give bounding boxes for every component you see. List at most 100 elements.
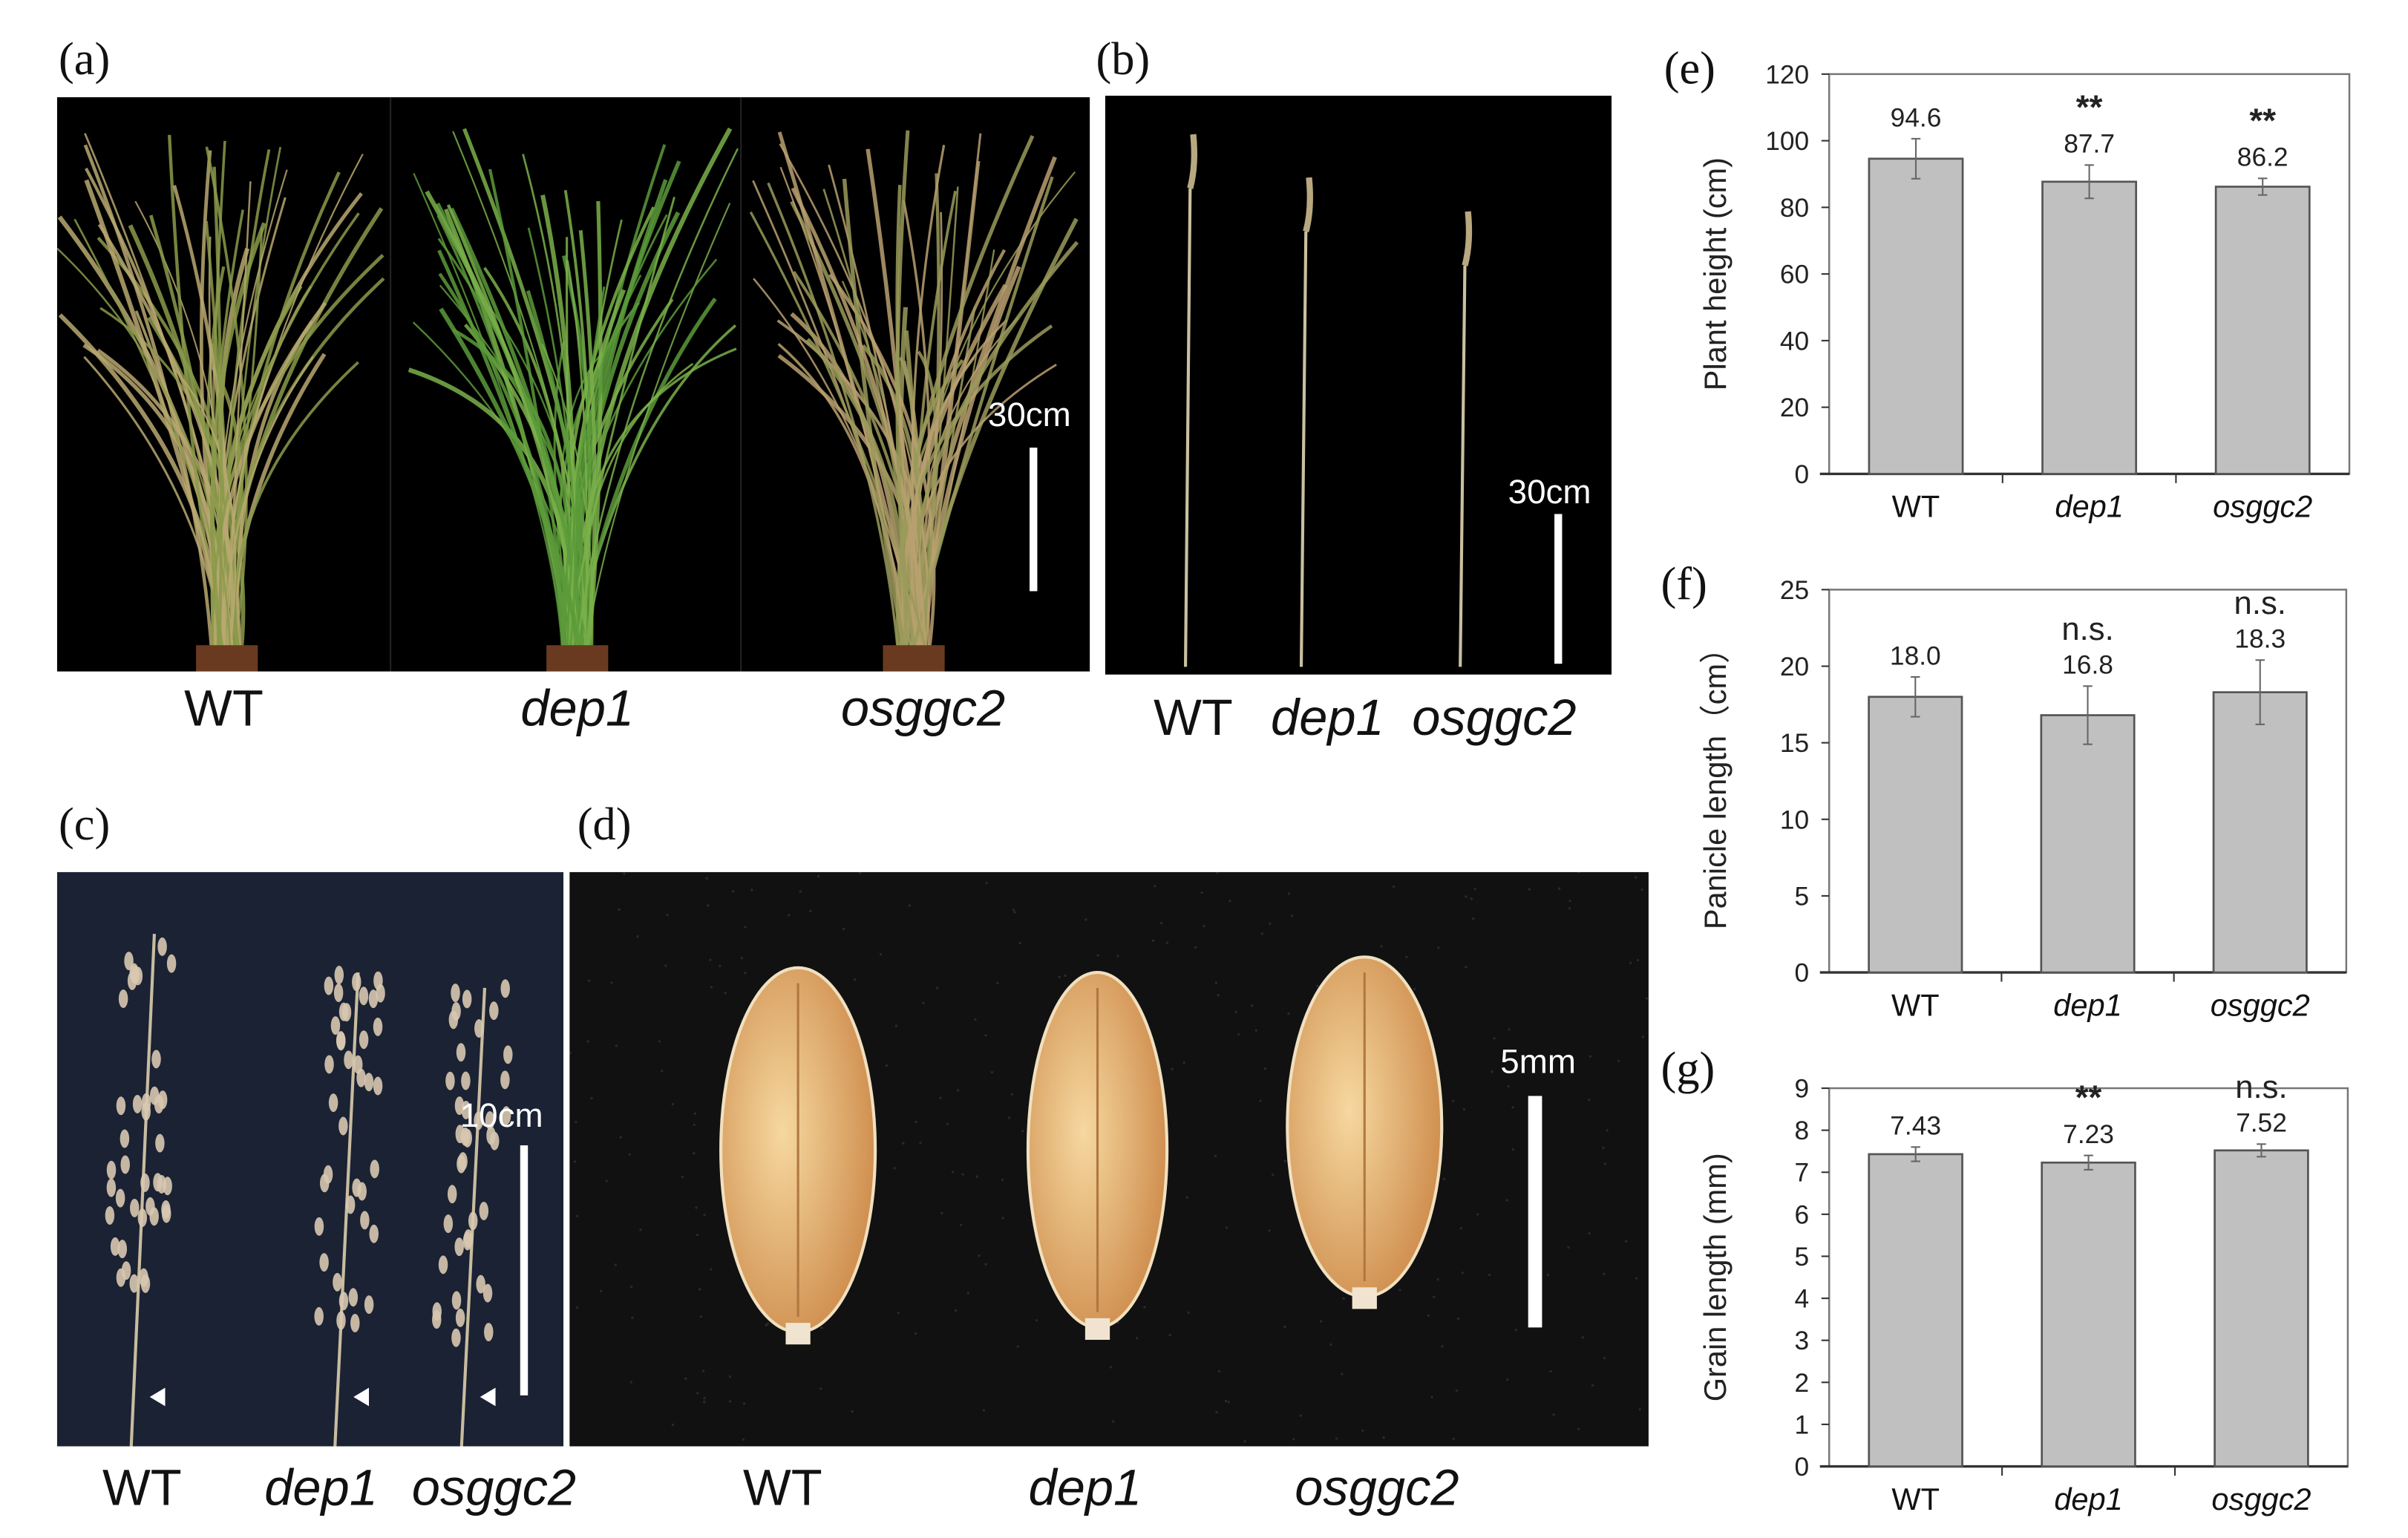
background-speck [575, 1214, 579, 1217]
grain-base [1084, 1318, 1110, 1341]
background-speck [799, 890, 802, 893]
background-speck [956, 1089, 960, 1092]
background-speck [966, 1292, 970, 1295]
spikelet [163, 1177, 172, 1196]
background-speck [1254, 1029, 1257, 1032]
spikelet [140, 1173, 150, 1192]
scale-label-d: 5mm [1500, 1041, 1576, 1081]
background-speck [922, 1001, 925, 1004]
background-speck [629, 1381, 632, 1384]
background-speck [728, 1375, 732, 1378]
spikelet [149, 1086, 160, 1105]
background-speck [1624, 1240, 1628, 1243]
background-speck [1135, 1337, 1139, 1340]
background-speck [1603, 1356, 1606, 1360]
spikelet [338, 1116, 348, 1136]
caption-b-dep1: dep1 [1271, 688, 1384, 746]
background-speck [1568, 906, 1571, 910]
background-speck [1227, 1401, 1230, 1404]
leaf [566, 286, 606, 661]
background-speck [610, 981, 613, 984]
background-speck [1341, 1372, 1344, 1375]
y-tick-label: 20 [1780, 652, 1809, 681]
background-speck [703, 1214, 706, 1217]
main-stem-photo [1105, 95, 1612, 675]
background-speck [1505, 1199, 1508, 1202]
spikelet [106, 1178, 117, 1197]
scale-label-b: 30cm [1508, 472, 1591, 511]
spikelet [359, 986, 369, 1006]
spikelet [454, 1237, 464, 1257]
background-speck [1558, 887, 1561, 890]
pot [196, 645, 258, 672]
leaf [897, 324, 1053, 661]
caption-c-wt: WT [102, 1459, 182, 1516]
spikelet [503, 1045, 513, 1064]
y-axis-label: Grain length (mm) [1698, 1153, 1733, 1401]
background-speck [1602, 1146, 1605, 1149]
background-speck [1001, 1178, 1004, 1182]
background-speck [1591, 1384, 1594, 1387]
spikelet [501, 1106, 511, 1125]
whole-plant-photo [56, 97, 1090, 672]
background-speck [1589, 1055, 1592, 1058]
value-label: 18.3 [2234, 625, 2286, 654]
background-speck [1084, 918, 1087, 921]
background-speck [1143, 1306, 1146, 1309]
background-speck [605, 1179, 608, 1182]
background-speck [1215, 1410, 1218, 1414]
background-speck [1493, 1037, 1496, 1040]
spikelet [344, 1050, 353, 1070]
background-speck [1316, 984, 1319, 987]
photo-c-image [105, 934, 513, 1447]
grain-photo [569, 871, 1649, 1447]
spikelet [336, 1031, 346, 1050]
spikelet [455, 1125, 465, 1144]
background-speck [1476, 1213, 1479, 1216]
background-speck [1638, 1408, 1641, 1411]
background-speck [902, 1142, 905, 1145]
background-speck [1603, 1162, 1607, 1165]
background-speck [1546, 1273, 1550, 1277]
spikelet [336, 1311, 346, 1330]
spikelet [468, 1211, 478, 1231]
background-speck [666, 913, 669, 917]
background-speck [1511, 1106, 1514, 1109]
background-speck [1508, 1028, 1511, 1031]
background-speck [1465, 895, 1468, 898]
caption-a-osggc2: osggc2 [840, 678, 1006, 736]
leaf [56, 247, 232, 661]
background-speck [1012, 909, 1015, 912]
stem [1183, 188, 1192, 667]
background-speck [590, 1096, 593, 1100]
bar-dep1 [2041, 1161, 2136, 1467]
background-speck [1299, 1414, 1302, 1417]
background-speck [1283, 1159, 1286, 1162]
background-speck [1064, 974, 1067, 978]
background-speck [1217, 994, 1220, 997]
y-tick-label: 0 [1795, 959, 1810, 988]
spikelet [319, 1253, 329, 1272]
background-speck [990, 1070, 994, 1074]
background-speck [974, 1018, 977, 1021]
scale-label-a: 30cm [987, 395, 1071, 434]
background-speck [1185, 1196, 1188, 1199]
leaf [749, 211, 930, 661]
spikelet [105, 1206, 115, 1225]
leaf [842, 178, 909, 661]
scale-bar-b [1554, 514, 1563, 664]
background-speck [919, 1142, 922, 1145]
panicle [1187, 134, 1197, 189]
background-speck [1405, 955, 1408, 959]
background-speck [615, 1044, 618, 1047]
spikelet [334, 966, 344, 985]
background-speck [1021, 1130, 1024, 1133]
background-speck [1629, 961, 1632, 964]
background-speck [710, 1268, 713, 1271]
background-speck [724, 992, 727, 995]
panel-label-d: (d) [577, 799, 632, 851]
background-speck [1116, 955, 1119, 958]
background-speck [1528, 888, 1531, 891]
background-speck [639, 1228, 642, 1231]
